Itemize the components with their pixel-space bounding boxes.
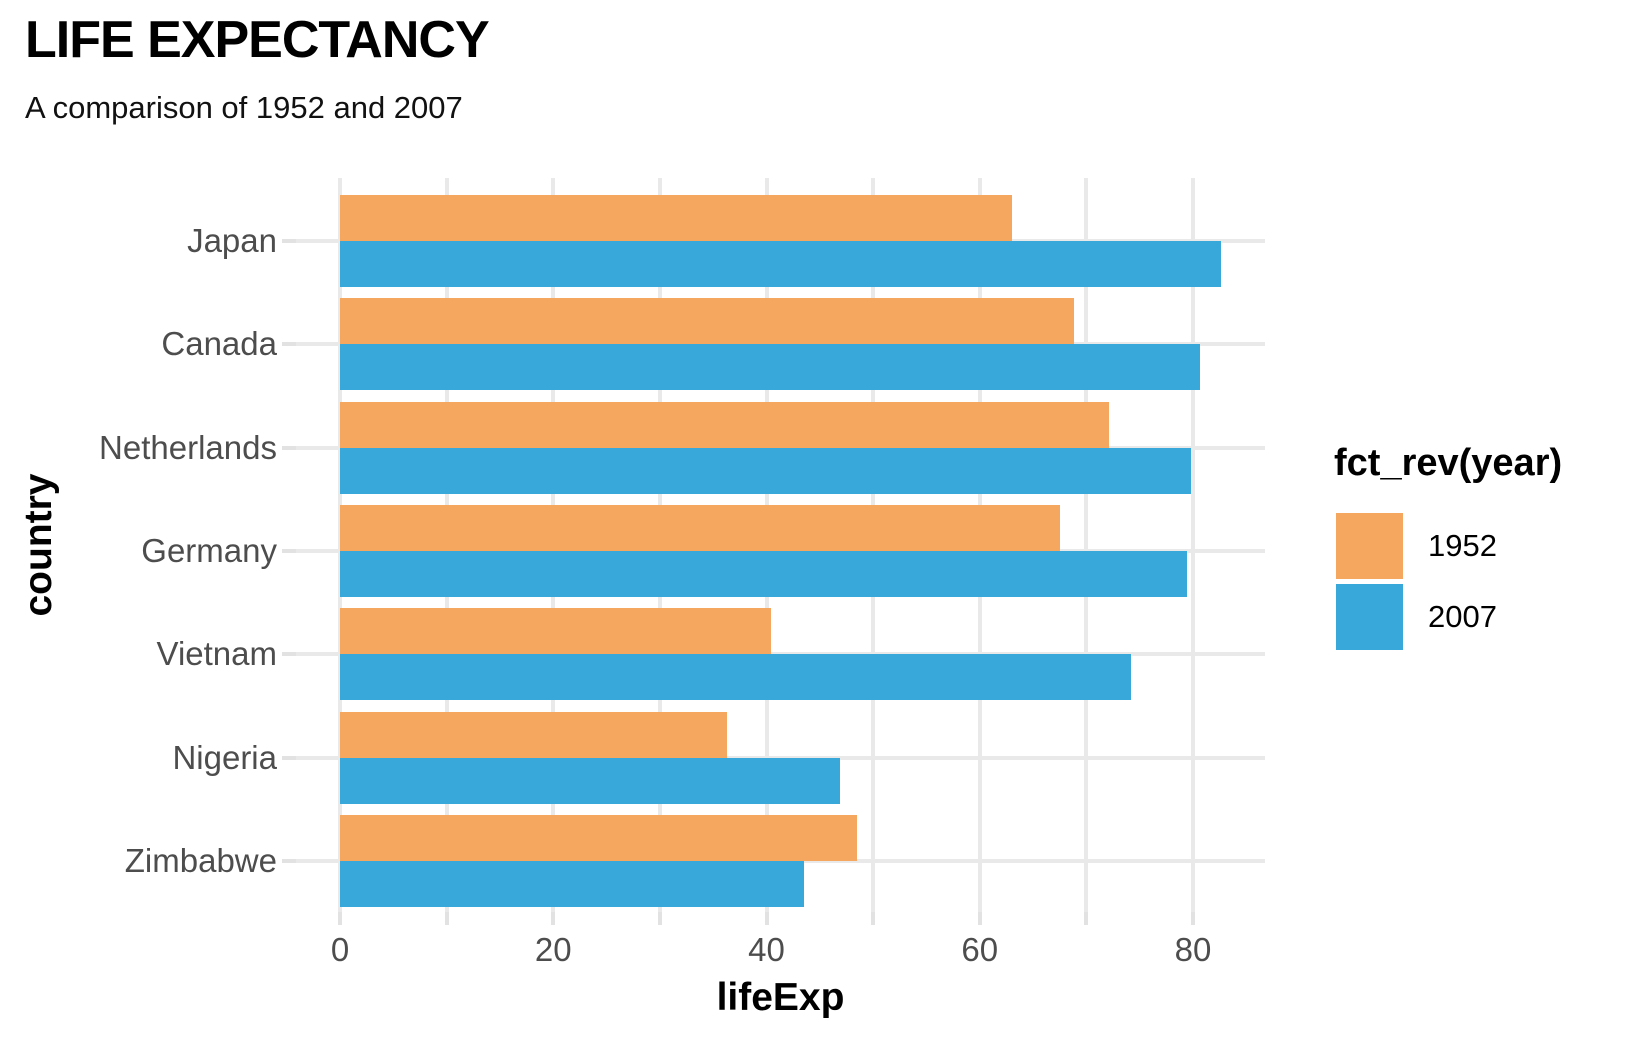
bar-vietnam-2007 xyxy=(340,654,1132,701)
y-tick-mark xyxy=(282,445,296,450)
x-tick-mark xyxy=(444,912,449,925)
legend-label-1952: 1952 xyxy=(1428,528,1497,563)
bar-japan-1952 xyxy=(340,194,1012,241)
legend-title: fct_rev(year) xyxy=(1334,442,1563,484)
bar-germany-1952 xyxy=(340,504,1060,551)
y-tick-label-germany: Germany xyxy=(141,531,277,569)
bar-germany-2007 xyxy=(340,550,1187,597)
legend-swatch-2007-icon xyxy=(1336,584,1403,650)
x-tick-mark xyxy=(977,912,982,925)
y-tick-label-zimbabwe: Zimbabwe xyxy=(124,842,277,880)
chart-subtitle: A comparison of 1952 and 2007 xyxy=(25,90,463,125)
x-tick-label: 0 xyxy=(330,931,350,968)
chart-title: LIFE EXPECTANCY xyxy=(25,11,490,69)
x-tick-mark xyxy=(338,912,342,925)
bar-zimbabwe-1952 xyxy=(340,815,858,862)
y-tick-label-netherlands: Netherlands xyxy=(99,428,277,466)
legend-swatch-1952-icon xyxy=(1336,513,1403,579)
x-tick-label: 20 xyxy=(534,931,572,968)
y-tick-mark xyxy=(282,342,296,347)
x-tick-label: 80 xyxy=(1174,931,1212,968)
gridline-vertical xyxy=(1084,178,1089,912)
bar-nigeria-1952 xyxy=(340,711,728,758)
bar-zimbabwe-2007 xyxy=(340,861,804,908)
x-tick-mark xyxy=(657,912,662,925)
x-tick-label: 40 xyxy=(748,931,785,968)
bar-netherlands-1952 xyxy=(340,401,1109,448)
x-tick-mark xyxy=(764,912,769,925)
bar-canada-2007 xyxy=(340,344,1201,391)
gridline-vertical xyxy=(1191,178,1195,912)
y-tick-mark xyxy=(282,652,296,657)
y-tick-label-japan: Japan xyxy=(187,221,277,259)
bar-nigeria-2007 xyxy=(340,757,841,804)
x-tick-mark xyxy=(1084,912,1089,925)
x-axis-title: lifeExp xyxy=(716,976,845,1019)
y-tick-label-canada: Canada xyxy=(161,325,277,363)
y-tick-label-nigeria: Nigeria xyxy=(172,738,277,776)
plot-area xyxy=(296,178,1265,912)
bar-netherlands-2007 xyxy=(340,447,1191,494)
x-tick-mark xyxy=(871,912,876,925)
legend-label-2007: 2007 xyxy=(1428,599,1497,634)
y-tick-mark xyxy=(282,859,296,864)
y-tick-mark xyxy=(282,548,296,553)
x-tick-label: 60 xyxy=(961,931,999,968)
legend: fct_rev(year) 1952 2007 xyxy=(1334,442,1646,682)
x-tick-mark xyxy=(1191,912,1195,925)
x-tick-mark xyxy=(551,912,556,925)
y-tick-mark xyxy=(282,238,296,243)
bar-japan-2007 xyxy=(340,240,1221,287)
bar-canada-1952 xyxy=(340,298,1074,345)
bar-vietnam-1952 xyxy=(340,608,771,655)
y-tick-mark xyxy=(282,755,296,760)
y-tick-label-vietnam: Vietnam xyxy=(156,635,277,673)
